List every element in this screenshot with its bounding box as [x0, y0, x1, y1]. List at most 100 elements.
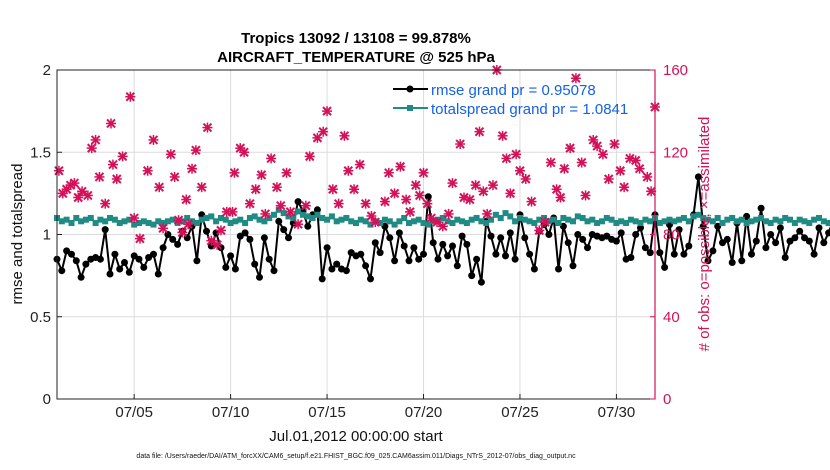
- data-point-spread: [116, 220, 123, 226]
- data-point-spread: [565, 216, 572, 223]
- data-point-rmse: [434, 255, 442, 263]
- data-point-spread: [608, 216, 615, 223]
- data-point-spread: [396, 218, 403, 225]
- data-point-spread: [357, 216, 364, 223]
- data-point-obs-assimilated: [470, 180, 481, 191]
- data-point-spread: [820, 218, 827, 225]
- data-point-rmse: [468, 272, 476, 280]
- data-point-obs-assimilated: [383, 167, 394, 178]
- data-point-spread: [642, 216, 649, 223]
- data-point-obs-assimilated: [603, 173, 614, 184]
- y-right-tick-label: 0: [663, 391, 671, 408]
- data-point-spread: [570, 218, 576, 225]
- data-point-rmse: [564, 239, 572, 247]
- data-point-obs-assimilated: [117, 151, 128, 162]
- data-point-spread: [295, 208, 302, 215]
- data-point-rmse: [169, 235, 177, 243]
- data-point-spread: [700, 215, 707, 221]
- data-point-rmse: [323, 244, 331, 252]
- data-point-spread: [502, 210, 509, 217]
- data-point-obs-assimilated: [304, 151, 315, 162]
- data-point-rmse: [111, 250, 119, 258]
- data-point-obs-assimilated: [154, 182, 165, 193]
- data-point-rmse: [77, 273, 85, 281]
- data-point-obs-assimilated: [555, 192, 566, 203]
- data-point-obs-assimilated: [181, 194, 192, 205]
- y-left-tick-label: 0.5: [30, 309, 51, 326]
- data-point-obs-assimilated: [511, 149, 522, 160]
- data-point-rmse: [767, 231, 775, 238]
- data-point-spread: [811, 216, 818, 223]
- series-line-0: [56, 175, 830, 284]
- data-point-obs-assimilated: [478, 186, 489, 197]
- data-point-rmse: [420, 250, 427, 258]
- data-point-obs-assimilated: [634, 163, 645, 174]
- data-point-rmse: [666, 221, 673, 229]
- data-point-obs-assimilated: [354, 159, 365, 170]
- data-point-obs-assimilated: [426, 213, 437, 224]
- data-point-obs-assimilated: [177, 227, 188, 238]
- data-point-spread: [285, 213, 292, 220]
- data-point-spread: [724, 216, 731, 223]
- data-point-spread: [367, 221, 374, 228]
- legend-label-spread: totalspread grand pr = 1.0841: [431, 101, 628, 118]
- data-point-rmse: [145, 254, 153, 261]
- data-point-spread: [705, 216, 711, 223]
- data-point-rmse: [530, 265, 538, 273]
- data-point-obs-assimilated: [165, 149, 176, 160]
- data-point-rmse: [694, 173, 702, 181]
- data-point-obs-assimilated: [559, 163, 570, 174]
- data-point-obs-assimilated: [100, 198, 111, 209]
- data-point-rmse: [637, 224, 644, 232]
- data-point-rmse: [328, 265, 336, 273]
- data-point-rmse: [825, 229, 830, 237]
- x-axis-label: Jul.01,2012 00:00:00 start: [269, 428, 443, 445]
- data-point-rmse: [280, 226, 288, 234]
- data-point-obs-assimilated: [379, 196, 390, 207]
- data-point-spread: [521, 216, 528, 223]
- data-point-obs-assimilated: [395, 161, 406, 172]
- data-point-spread: [613, 220, 620, 226]
- data-point-spread: [753, 216, 760, 223]
- data-point-obs-assimilated: [432, 217, 443, 228]
- data-point-spread: [319, 215, 326, 221]
- data-point-obs-assimilated: [501, 153, 512, 164]
- data-point-spread: [801, 218, 808, 225]
- data-point-spread: [627, 216, 634, 223]
- data-point-spread: [555, 220, 562, 226]
- data-point-obs-assimilated: [190, 145, 201, 156]
- data-point-obs-assimilated: [422, 198, 433, 209]
- data-point-rmse: [429, 239, 437, 247]
- data-point-rmse: [362, 262, 370, 270]
- data-point-obs-assimilated: [349, 184, 360, 195]
- data-point-rmse: [371, 239, 379, 247]
- data-point-rmse: [270, 267, 278, 275]
- data-point-rmse: [506, 229, 514, 237]
- data-point-spread: [232, 218, 239, 225]
- data-point-spread: [256, 216, 263, 223]
- data-point-rmse: [709, 247, 717, 255]
- data-point-spread: [111, 216, 118, 223]
- data-point-obs-assimilated: [401, 194, 412, 205]
- data-point-obs-assimilated: [250, 184, 261, 195]
- data-point-spread: [280, 210, 287, 217]
- tick-layer: 07/05 07/10 07/15 07/20 07/25 07/30 0 0.5 1 1.5 2 0…: [30, 62, 688, 421]
- data-point-spread: [425, 221, 432, 228]
- data-point-spread: [594, 220, 601, 226]
- data-point-spread: [401, 215, 408, 221]
- x-tick-label: 07/25: [501, 404, 539, 421]
- data-point-obs-assimilated: [540, 217, 551, 228]
- data-point-spread: [136, 220, 142, 226]
- data-point-rmse: [381, 222, 389, 230]
- data-point-spread: [661, 218, 668, 225]
- data-point-rmse: [772, 239, 780, 247]
- data-point-obs-assimilated: [576, 157, 587, 168]
- data-point-spread: [246, 215, 253, 221]
- data-point-obs-assimilated: [497, 130, 508, 141]
- data-point-obs-assimilated: [125, 91, 136, 102]
- data-point-rmse: [458, 232, 466, 240]
- data-point-spread: [68, 220, 75, 226]
- data-point-spread: [584, 218, 591, 225]
- data-point-rmse: [627, 254, 635, 261]
- data-point-spread: [343, 215, 350, 221]
